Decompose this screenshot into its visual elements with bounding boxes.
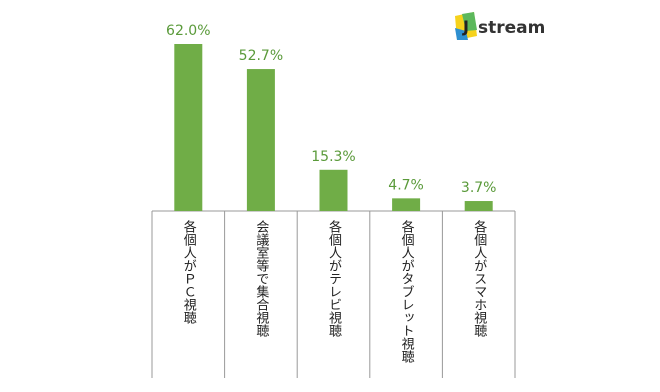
- value-label: 62.0%: [166, 23, 210, 39]
- value-label: 3.7%: [461, 180, 497, 196]
- category-label: 各個人がＰＣ視聴: [181, 219, 197, 324]
- category-label: 各個人がテレビ視聴: [326, 219, 342, 337]
- bar: [319, 169, 348, 211]
- logo-shape: [455, 28, 468, 40]
- logo-text: stream: [478, 18, 545, 38]
- value-label: 52.7%: [239, 48, 283, 64]
- value-label: 4.7%: [388, 177, 424, 193]
- logo-mark: J: [462, 17, 469, 36]
- logo: J stream: [455, 12, 545, 40]
- logo-shape: [462, 12, 477, 31]
- bar: [464, 201, 493, 211]
- bar: [246, 69, 275, 211]
- category-label: 各個人がタブレット視聴: [399, 219, 415, 363]
- category-label: 各個人がスマホ視聴: [471, 219, 487, 337]
- category-label: 会議室等で集合視聴: [253, 220, 269, 337]
- bar: [174, 44, 203, 211]
- bar: [392, 198, 421, 211]
- value-label: 15.3%: [311, 149, 355, 165]
